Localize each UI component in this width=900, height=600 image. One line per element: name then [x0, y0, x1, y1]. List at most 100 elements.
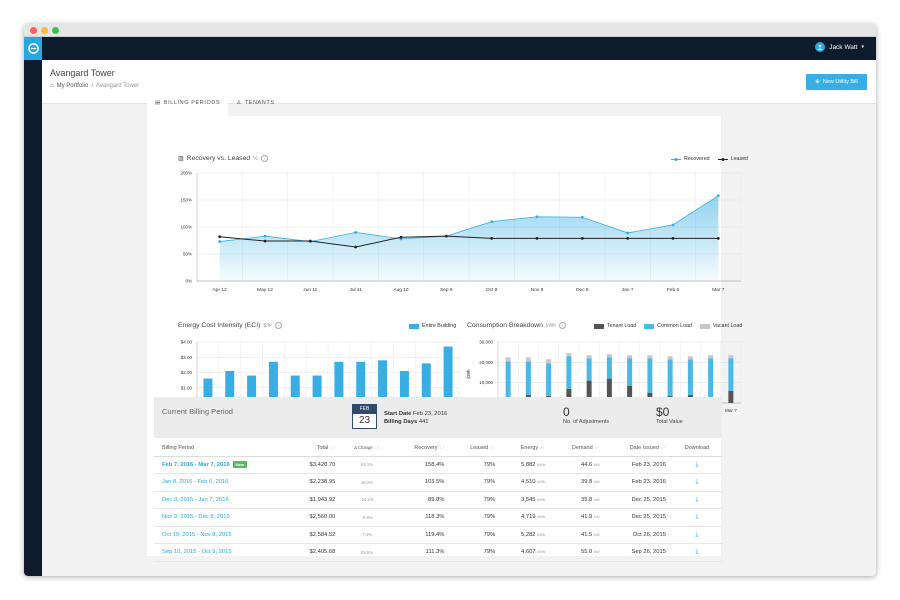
data-point-recovered: [218, 240, 222, 243]
col-total[interactable]: Total ↓↑: [289, 440, 342, 457]
entire-building-swatch: [409, 323, 419, 329]
table-row[interactable]: Nov 9, 2015 - Dec 8, 2015 $2,560.00 -0.9% 1…: [154, 508, 722, 527]
col-date-issued[interactable]: Date Issued ↓↑: [605, 440, 672, 457]
consumption-chart-title: Consumption Breakdown kWh i: [467, 322, 566, 329]
col-billing-period[interactable]: Billing Period: [154, 440, 290, 457]
vacant-load-bar: [728, 355, 734, 359]
cell-demand: 44.6 kW: [551, 456, 606, 474]
tab-billing-periods[interactable]: ▤ BILLING PERIODS: [147, 89, 229, 116]
demand-value: 55.0: [580, 549, 593, 556]
vacant-load-bar: [606, 354, 612, 358]
chevron-down-icon: ▾: [861, 44, 864, 50]
info-icon[interactable]: i: [260, 155, 268, 162]
download-icon[interactable]: ⤓: [695, 495, 699, 503]
cell-demand: 55.0 kW: [551, 543, 606, 562]
legend-entire-building[interactable]: Entire Building: [409, 323, 456, 329]
cell-recovery: 89.8%: [392, 491, 451, 509]
cell-period[interactable]: Jan 8, 2016 - Feb 6, 2016: [154, 473, 290, 492]
tab-bar: ▤ BILLING PERIODS ♙ TENANTS: [147, 89, 283, 116]
series-line-leased: [219, 235, 719, 248]
legend-vacant-load[interactable]: Vacant Load: [699, 323, 742, 329]
col-recovery[interactable]: Recovery ↓↑: [392, 440, 451, 457]
new-utility-bill-button[interactable]: ⊕ New Utility Bill: [806, 74, 867, 90]
new-utility-bill-label: New Utility Bill: [822, 79, 858, 85]
col-leased[interactable]: Leased ↓↑: [450, 440, 502, 457]
cell-period[interactable]: Oct 10, 2015 - Nov 8, 2015: [154, 526, 290, 544]
download-icon[interactable]: ⤓: [695, 513, 699, 521]
period-link[interactable]: Dec 9, 2015 - Jan 7, 2016: [162, 496, 229, 503]
eci-bar: [334, 361, 344, 403]
cell-download: ⤓: [671, 543, 722, 562]
user-menu[interactable]: Jack Watt ▾: [815, 42, 864, 52]
breadcrumb: ⌂ My Portfolio / Avangard Tower: [50, 83, 140, 89]
tab-billing-periods-label: BILLING PERIODS: [163, 99, 221, 106]
info-icon[interactable]: i: [274, 322, 282, 329]
cell-total: $2,560.00: [289, 508, 342, 527]
y-tick-label: 100%: [180, 225, 192, 230]
vacant-load-bar: [566, 353, 572, 357]
app-logo[interactable]: [24, 37, 42, 60]
energy-value: 4,719: [521, 514, 536, 521]
minimize-dot-icon[interactable]: [41, 27, 48, 34]
cell-period[interactable]: Dec 9, 2015 - Jan 7, 2016: [154, 491, 290, 509]
download-icon[interactable]: ⤓: [695, 548, 699, 556]
cell-period[interactable]: Nov 9, 2015 - Dec 8, 2015: [154, 508, 290, 527]
info-icon[interactable]: i: [558, 322, 566, 329]
col-total-label: Total: [316, 444, 329, 451]
col-billing-period-label: Billing Period: [162, 444, 195, 451]
table-row[interactable]: Sep 10, 2015 - Oct 9, 2015 $2,405.68 29.5%…: [154, 543, 722, 562]
table-row[interactable]: Oct 10, 2015 - Nov 8, 2015 $2,584.52 7.4% 1…: [154, 526, 722, 544]
legend-common-load[interactable]: Common Load: [644, 323, 692, 329]
cell-recovery: 111.3%: [392, 543, 451, 562]
cell-leased: 79%: [450, 456, 502, 474]
cell-energy: 5,882 kWh: [501, 456, 552, 474]
energy-unit: kWh: [537, 514, 546, 520]
cell-leased: 79%: [450, 526, 502, 544]
table-row[interactable]: Dec 9, 2015 - Jan 7, 2016 $1,943.92 -24.1%…: [154, 491, 722, 509]
x-tick-label: Jul 11: [349, 287, 362, 293]
eci-bar: [421, 363, 431, 403]
table-row[interactable]: Feb 7, 2016 - Mar 7, 2016 New $3,428.70 53.…: [154, 456, 722, 474]
col-energy[interactable]: Energy ↓↑: [501, 440, 552, 457]
breadcrumb-home[interactable]: My Portfolio: [56, 83, 89, 89]
x-tick-label: May 12: [257, 287, 273, 293]
table-row[interactable]: Jan 8, 2016 - Feb 6, 2016 $2,238.95 15.2% 1…: [154, 473, 722, 492]
vacant-load-bar: [546, 359, 552, 364]
leased-swatch-icon: [717, 157, 728, 161]
download-icon[interactable]: ⤓: [695, 530, 699, 538]
x-tick-label: Oct 9: [486, 287, 498, 293]
download-icon[interactable]: ⤓: [695, 478, 699, 486]
period-link[interactable]: Feb 7, 2016 - Mar 7, 2016: [162, 461, 230, 468]
col-demand[interactable]: Demand ↓↑: [551, 440, 606, 457]
eci-chart-unit: $/ft²: [263, 322, 272, 329]
demand-value: 41.9: [580, 514, 593, 521]
vacant-load-bar: [708, 355, 714, 359]
cell-energy: 3,545 kWh: [501, 491, 552, 509]
period-link[interactable]: Sep 10, 2015 - Oct 9, 2015: [162, 549, 232, 556]
period-link[interactable]: Oct 10, 2015 - Nov 8, 2015: [162, 531, 232, 538]
eci-bar: [399, 370, 409, 403]
y-tick-label: 10,000: [479, 380, 493, 385]
close-dot-icon[interactable]: [30, 27, 37, 34]
data-point-recovered: [580, 215, 584, 219]
demand-value: 44.6: [580, 461, 593, 468]
energy-value: 5,282: [521, 531, 536, 538]
tab-tenants[interactable]: ♙ TENANTS: [228, 89, 282, 116]
col-change[interactable]: Δ Change ↓↑: [341, 440, 393, 457]
maximize-dot-icon[interactable]: [52, 27, 59, 34]
download-icon[interactable]: ⤓: [695, 460, 699, 468]
legend-recovered[interactable]: Recovered: [671, 156, 710, 162]
recovered-swatch-icon: [671, 157, 681, 161]
legend-leased[interactable]: Leased: [717, 156, 748, 162]
cell-period[interactable]: Feb 7, 2016 - Mar 7, 2016 New: [154, 456, 290, 474]
period-link[interactable]: Nov 9, 2015 - Dec 8, 2015: [162, 514, 230, 521]
home-icon: ⌂: [50, 83, 54, 89]
energy-value: 4,607: [521, 549, 536, 556]
cell-period[interactable]: Sep 10, 2015 - Oct 9, 2015: [154, 543, 290, 562]
cell-issued: Oct 26, 2015: [605, 526, 672, 544]
legend-tenant-load[interactable]: Tenant Load: [594, 323, 636, 329]
x-tick-label: Jan 7: [622, 287, 634, 293]
table-header-row: Billing Period Total ↓↑ Δ Change ↓↑ Recove…: [154, 440, 722, 457]
period-link[interactable]: Jan 8, 2016 - Feb 6, 2016: [162, 479, 229, 486]
cell-demand: 35.8 kW: [551, 491, 606, 509]
